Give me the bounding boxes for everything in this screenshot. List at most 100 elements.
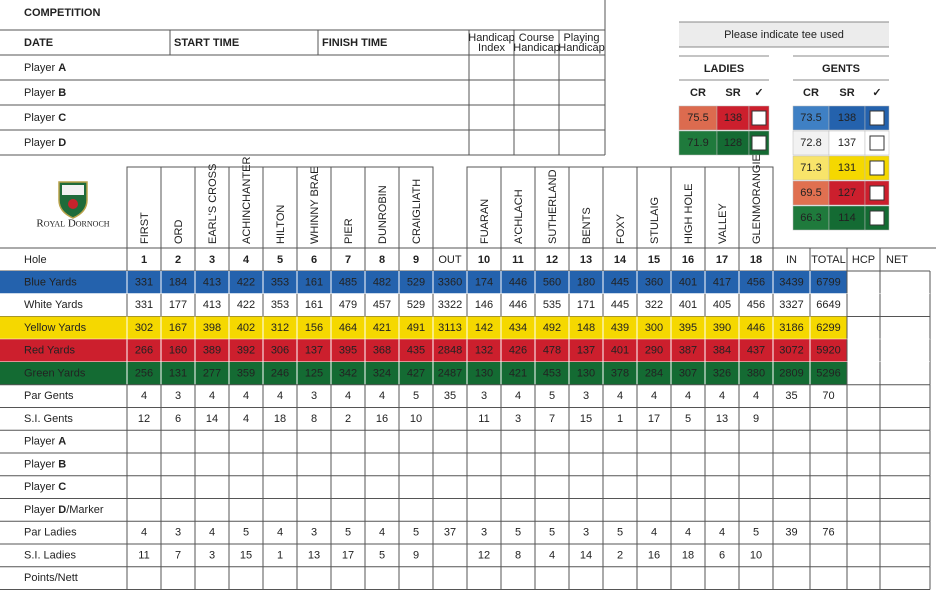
tee-col-header: SR — [725, 87, 740, 99]
cell-value: 464 — [339, 322, 357, 334]
cell-value: 4 — [277, 527, 283, 539]
cell-value: 8 — [311, 413, 317, 425]
cell-value: 9 — [753, 413, 759, 425]
cell-value: 434 — [509, 322, 527, 334]
player-label: Player D — [24, 137, 66, 149]
cell-value: 4 — [651, 390, 657, 402]
cell-value: 7 — [175, 549, 181, 561]
tee-sr: 137 — [838, 137, 856, 149]
tee-checkbox[interactable] — [869, 135, 885, 151]
tee-checkbox[interactable] — [869, 185, 885, 201]
cell-value: 167 — [169, 322, 187, 334]
cell-value: 3 — [175, 527, 181, 539]
cell-value: 284 — [645, 367, 663, 379]
player-word: Player — [24, 87, 56, 99]
cell-value: 174 — [475, 276, 493, 288]
cell-value: 13 — [308, 549, 320, 561]
cell-value: 160 — [169, 345, 187, 357]
cell-value: 4 — [277, 390, 283, 402]
cell-value: 256 — [135, 367, 153, 379]
tee-cr: 69.5 — [800, 187, 821, 199]
cell-value: 17 — [648, 413, 660, 425]
hole-name-cell — [636, 166, 672, 249]
cell-value: 3113 — [438, 322, 462, 334]
cell-value: 529 — [407, 276, 425, 288]
handicap-col-header: Course — [519, 32, 554, 44]
cell-value: 446 — [509, 276, 527, 288]
tee-cr-cell — [792, 205, 830, 231]
row-label: Par Ladies — [24, 527, 77, 539]
cell-value: 184 — [169, 276, 187, 288]
cell-value: 421 — [509, 367, 527, 379]
cell-value: 307 — [679, 367, 697, 379]
cell-value: 384 — [713, 345, 731, 357]
cell-value: 4 — [243, 390, 249, 402]
cell-value: 11 — [138, 549, 149, 561]
row-label-text: Player — [24, 458, 56, 470]
cell-value: 5920 — [816, 345, 840, 357]
player-letter: C — [58, 112, 66, 124]
cell-value: 161 — [305, 276, 323, 288]
cell-value: 142 — [475, 322, 493, 334]
hole-header-cell: 6 — [311, 254, 317, 266]
cell-value: 456 — [747, 276, 765, 288]
cell-value: 132 — [475, 345, 493, 357]
hole-name: PIER — [343, 218, 355, 244]
handicap-col-header: Index — [478, 42, 505, 54]
tee-check-cell — [864, 155, 890, 181]
cell-value: 417 — [713, 276, 731, 288]
row-label-text: Red Yards — [24, 345, 75, 357]
cell-value: 3 — [481, 390, 487, 402]
handicap-col-header: Playing — [563, 32, 599, 44]
hole-header-cell: TOTAL — [811, 254, 845, 266]
cell-value: 12 — [138, 413, 150, 425]
cell-value: 456 — [747, 299, 765, 311]
cell-value: 5 — [243, 527, 249, 539]
tee-cr: 71.3 — [800, 162, 821, 174]
hole-header-cell: IN — [786, 254, 797, 266]
tee-cr: 71.9 — [687, 137, 708, 149]
cell-value: 3 — [481, 527, 487, 539]
tee-sr: 138 — [724, 112, 742, 124]
cell-value: 401 — [611, 345, 629, 357]
tee-group-title: LADIES — [704, 63, 744, 75]
row-label-text: Player — [24, 481, 56, 493]
tee-checkbox[interactable] — [751, 135, 767, 151]
tee-checkbox[interactable] — [869, 110, 885, 126]
tee-cr: 72.8 — [800, 137, 821, 149]
cell-value: 413 — [203, 299, 221, 311]
cell-value: 4 — [685, 390, 691, 402]
cell-value: 7 — [549, 413, 555, 425]
hole-name-cell — [126, 166, 162, 249]
cell-value: 4 — [345, 390, 351, 402]
tee-col-header: ✓ — [754, 87, 763, 99]
row-label: Player C — [24, 481, 66, 493]
cell-value: 2848 — [438, 345, 462, 357]
handicap-col-header: Handicap — [468, 32, 514, 44]
cell-value: 395 — [679, 322, 697, 334]
cell-value: 426 — [509, 345, 527, 357]
hole-name: BENTS — [581, 207, 593, 244]
cell-value: 5 — [753, 527, 759, 539]
cell-value: 322 — [645, 299, 663, 311]
hole-header-cell: 16 — [682, 254, 694, 266]
hole-header-cell: 14 — [614, 254, 627, 266]
cell-value: 171 — [577, 299, 595, 311]
tee-col-header: CR — [803, 87, 819, 99]
cell-value: 125 — [305, 367, 323, 379]
hole-name-cell — [670, 166, 706, 249]
tee-checkbox[interactable] — [869, 160, 885, 176]
tee-checkbox[interactable] — [751, 110, 767, 126]
row-label: Green Yards — [24, 367, 86, 379]
tee-checkbox[interactable] — [869, 210, 885, 226]
tee-cr: 75.5 — [687, 112, 708, 124]
cell-value: 10 — [750, 549, 762, 561]
cell-value: 437 — [747, 345, 765, 357]
cell-value: 359 — [237, 367, 255, 379]
cell-value: 378 — [611, 367, 629, 379]
tee-cr-cell — [792, 155, 830, 181]
cell-value: 392 — [237, 345, 255, 357]
hole-name: EARL'S CROSS — [207, 164, 219, 244]
hole-header-cell: 18 — [750, 254, 762, 266]
hole-name: GLENMORANGIE — [751, 154, 763, 244]
